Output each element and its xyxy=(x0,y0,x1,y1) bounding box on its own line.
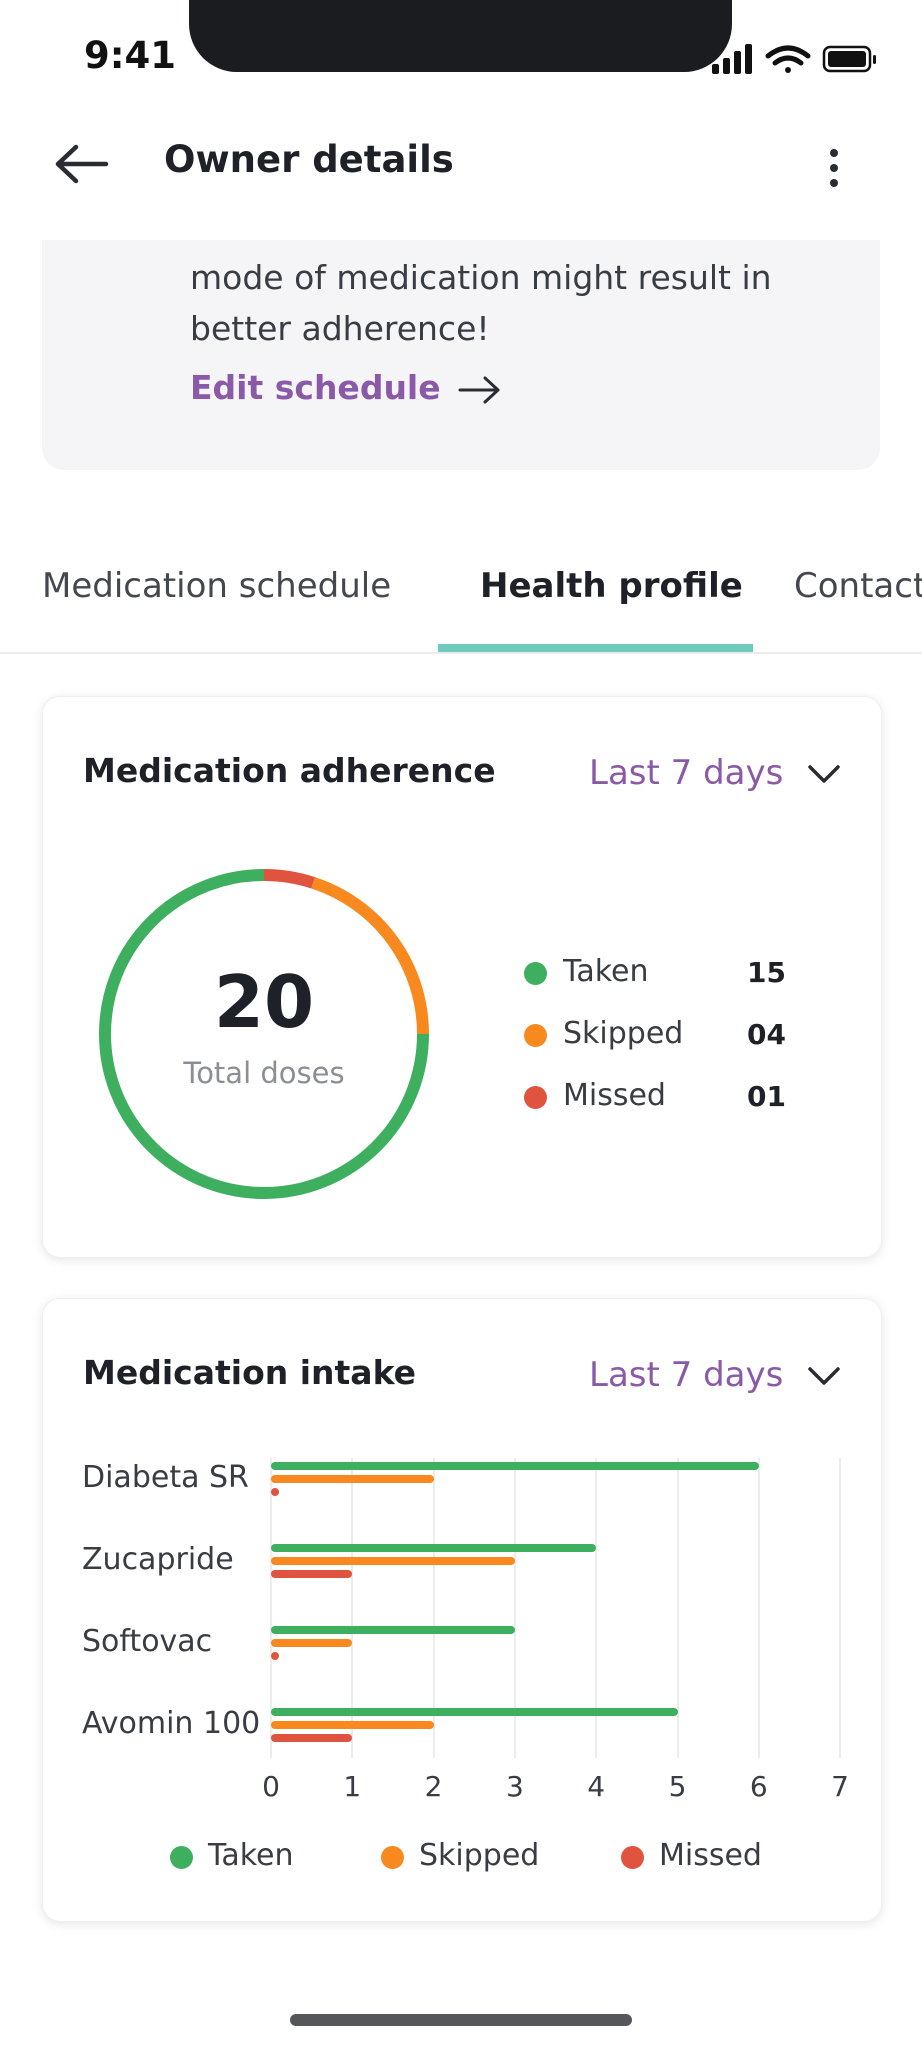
x-tick-label: 6 xyxy=(749,1770,768,1803)
bar-missed xyxy=(271,1488,280,1496)
x-tick-label: 7 xyxy=(831,1770,849,1803)
legend-taken-dot xyxy=(524,962,547,985)
back-arrow-icon[interactable] xyxy=(54,144,110,184)
intake-legend-skipped-dot xyxy=(381,1846,404,1869)
x-tick-label: 1 xyxy=(343,1770,362,1803)
legend-missed-label: Missed xyxy=(563,1078,666,1113)
more-options-icon[interactable] xyxy=(824,148,844,188)
active-tab-indicator xyxy=(438,644,753,654)
category-label: Diabeta SR xyxy=(82,1460,249,1495)
gridline xyxy=(513,1458,516,1758)
gridline xyxy=(270,1458,272,1758)
x-tick-label: 2 xyxy=(424,1770,443,1803)
legend-taken-value: 15 xyxy=(747,956,786,989)
category-label: Avomin 100 xyxy=(82,1706,261,1741)
adherence-donut-chart xyxy=(99,869,429,1199)
page-title: Owner details xyxy=(164,138,454,181)
device-notch xyxy=(189,0,732,72)
bar-skipped xyxy=(271,1639,353,1647)
legend-missed-dot xyxy=(524,1086,547,1109)
chevron-down-icon[interactable] xyxy=(807,763,841,785)
bar-taken xyxy=(271,1626,515,1634)
legend-missed-value: 01 xyxy=(747,1080,786,1113)
x-tick-label: 4 xyxy=(587,1770,606,1803)
bar-taken xyxy=(271,1708,678,1716)
edit-schedule-link[interactable]: Edit schedule xyxy=(190,368,502,407)
intake-period-select[interactable]: Last 7 days xyxy=(589,1355,784,1395)
intake-card: Medication intake Last 7 days xyxy=(42,1298,882,1922)
edit-schedule-label: Edit schedule xyxy=(190,368,441,407)
x-tick-label: 5 xyxy=(668,1770,687,1803)
category-label: Zucapride xyxy=(82,1542,234,1577)
intake-legend-missed-label: Missed xyxy=(659,1838,762,1873)
home-indicator xyxy=(290,2014,632,2026)
tab-contact[interactable]: Contact xyxy=(794,566,922,606)
legend-skipped-value: 04 xyxy=(747,1018,786,1051)
bar-taken xyxy=(271,1544,597,1552)
bar-skipped xyxy=(271,1475,434,1483)
status-icons xyxy=(712,44,876,74)
bar-taken xyxy=(271,1462,759,1470)
gridline xyxy=(351,1458,354,1758)
banner-text: mode of medication might result in bette… xyxy=(190,258,772,348)
total-doses-label: Total doses xyxy=(183,1056,345,1090)
bar-missed xyxy=(271,1652,280,1660)
legend-skipped-label: Skipped xyxy=(563,1016,684,1051)
donut-segment-missed xyxy=(263,869,315,889)
intake-legend-skipped-label: Skipped xyxy=(419,1838,540,1873)
adherence-title: Medication adherence xyxy=(83,751,496,790)
gridline xyxy=(595,1458,598,1758)
bar-missed xyxy=(271,1570,353,1578)
tab-health-profile[interactable]: Health profile xyxy=(480,566,743,606)
intake-legend-taken-dot xyxy=(170,1846,193,1869)
x-tick-label: 0 xyxy=(262,1770,280,1803)
schedule-tip-banner: mode of medication might result in bette… xyxy=(42,240,880,470)
status-time: 9:41 xyxy=(84,34,177,77)
gridline xyxy=(839,1458,842,1758)
legend-taken-label: Taken xyxy=(563,954,649,989)
bar-missed xyxy=(271,1734,353,1742)
total-doses-value: 20 xyxy=(213,960,315,1044)
intake-legend-missed-dot xyxy=(621,1846,644,1869)
legend-skipped-dot xyxy=(524,1024,547,1047)
intake-title: Medication intake xyxy=(83,1353,417,1392)
arrow-right-icon xyxy=(458,376,500,403)
category-label: Softovac xyxy=(82,1624,213,1659)
x-tick-label: 3 xyxy=(505,1770,524,1803)
gridline xyxy=(432,1458,435,1758)
chevron-down-icon[interactable] xyxy=(807,1365,841,1387)
donut-segment-skipped xyxy=(311,877,429,1035)
gridline xyxy=(676,1458,679,1758)
battery-icon xyxy=(822,45,876,73)
adherence-period-select[interactable]: Last 7 days xyxy=(589,753,784,793)
wifi-icon xyxy=(765,45,811,73)
tabs-divider xyxy=(0,652,922,654)
tab-medication-schedule[interactable]: Medication schedule xyxy=(42,566,392,606)
intake-legend-taken-label: Taken xyxy=(208,1838,294,1873)
bar-skipped xyxy=(271,1557,515,1565)
donut-segment-taken xyxy=(99,869,429,1199)
gridline xyxy=(757,1458,760,1758)
bar-skipped xyxy=(271,1721,434,1729)
signal-icon xyxy=(712,44,752,74)
